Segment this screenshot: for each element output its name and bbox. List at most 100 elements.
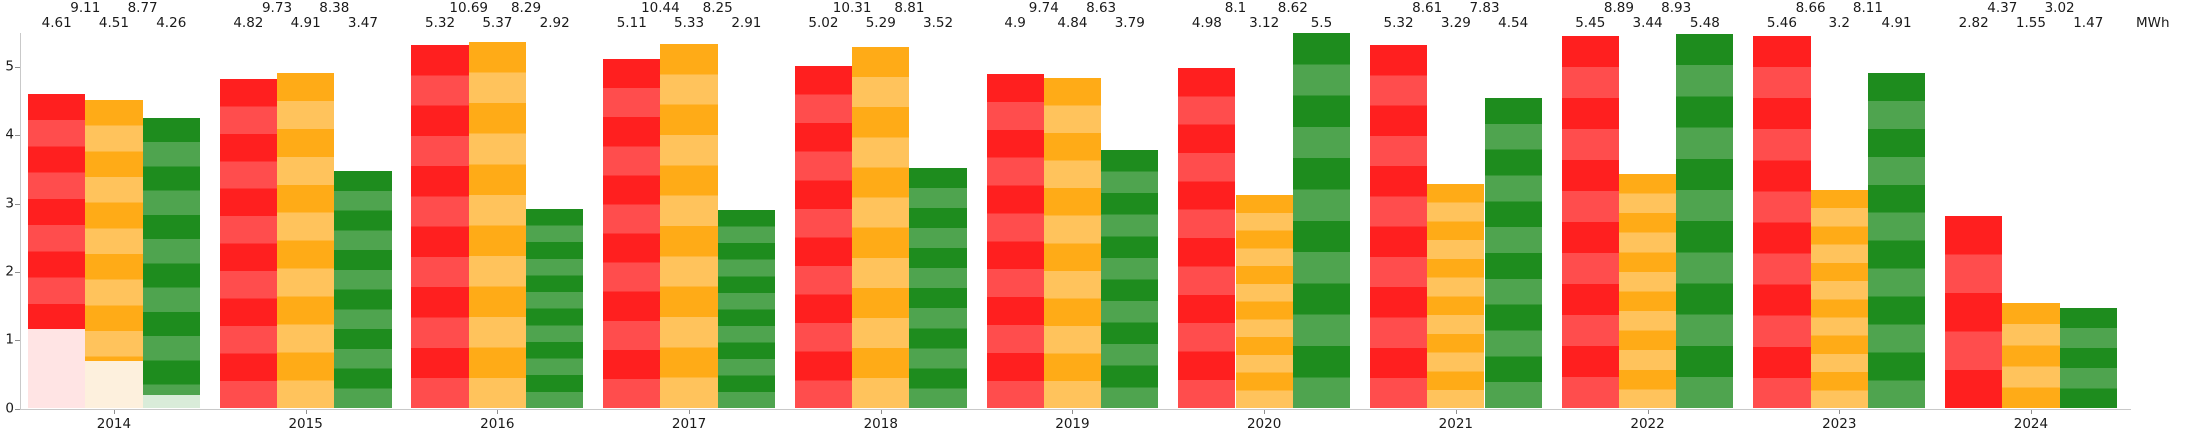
bar-green-2024 xyxy=(2059,308,2117,409)
bar-green-2021 xyxy=(1484,98,1542,409)
bar-value-label: 4.84 xyxy=(1057,15,1088,31)
x-tick-label-2022: 2022 xyxy=(1630,416,1665,432)
x-axis-line xyxy=(20,408,2131,410)
x-tick-mark xyxy=(1264,409,1266,414)
bar-red-2015 xyxy=(219,79,277,409)
pair-sum-label: 9.73 xyxy=(261,0,293,16)
bar-red-2017 xyxy=(603,59,661,409)
x-tick-mark xyxy=(689,409,691,414)
bar-value-label: 5.29 xyxy=(865,15,896,31)
bar-value-label: 3.29 xyxy=(1440,15,1471,31)
pair-sum-label: 8.93 xyxy=(1661,0,1692,16)
pair-sum-label: 4.37 xyxy=(1987,0,2018,16)
bar-red-2020 xyxy=(1178,68,1236,409)
bar-value-label: 5.11 xyxy=(616,15,647,31)
bar-value-label: 3.47 xyxy=(347,15,378,31)
pair-sum-label: 8.81 xyxy=(894,0,925,16)
bar-value-label: 2.92 xyxy=(539,15,570,31)
x-tick-label-2018: 2018 xyxy=(863,416,898,432)
x-tick-mark xyxy=(113,409,115,414)
bar-orange-2020 xyxy=(1235,195,1293,409)
pair-sum-label: 8.11 xyxy=(1852,0,1883,16)
pair-sum-label: 8.77 xyxy=(127,0,158,16)
pair-sum-label: 8.62 xyxy=(1277,0,1308,16)
bar-value-label: 1.55 xyxy=(2015,15,2046,31)
bar-value-label: 4.91 xyxy=(1881,15,1912,31)
y-tick-label: 2 xyxy=(5,263,14,280)
bar-orange-2021 xyxy=(1427,183,1485,409)
x-tick-label-2021: 2021 xyxy=(1438,416,1474,432)
x-tick-mark xyxy=(1839,409,1841,414)
pair-sum-label: 7.83 xyxy=(1469,0,1500,16)
x-tick-label-2019: 2019 xyxy=(1055,416,1090,432)
pair-sum-label: 8.25 xyxy=(702,0,733,16)
bar-red-2014 xyxy=(28,93,86,409)
bar-value-label: 4.98 xyxy=(1191,15,1222,31)
pair-sum-label: 9.74 xyxy=(1028,0,1059,16)
x-tick-mark xyxy=(880,409,882,414)
bar-value-label: 5.33 xyxy=(674,15,705,31)
pair-sum-label: 8.66 xyxy=(1795,0,1826,16)
y-tick-label: 5 xyxy=(5,58,14,75)
bar-value-label: 4.91 xyxy=(290,15,321,31)
bar-value-label: 3.2 xyxy=(1828,15,1850,31)
bar-value-label: 4.26 xyxy=(156,15,187,31)
x-tick-mark xyxy=(1072,409,1074,414)
bar-value-label: 4.51 xyxy=(98,15,129,31)
bar-red-2023 xyxy=(1753,35,1811,409)
pair-sum-label: 10.31 xyxy=(832,0,872,16)
y-axis-line xyxy=(20,33,21,410)
pair-sum-label: 10.69 xyxy=(449,0,489,16)
bar-red-2024 xyxy=(1945,215,2003,409)
bar-value-label: 4.54 xyxy=(1498,15,1529,31)
x-tick-mark xyxy=(2030,409,2032,414)
bar-orange-2016 xyxy=(468,41,526,409)
y-tick-label: 1 xyxy=(5,331,14,348)
bar-orange-2017 xyxy=(660,44,718,409)
x-tick-mark xyxy=(305,409,307,414)
bar-value-label: 1.47 xyxy=(2073,15,2104,31)
pair-sum-label: 8.1 xyxy=(1224,0,1247,16)
bar-value-label: 2.91 xyxy=(731,15,762,31)
bar-value-label: 5.46 xyxy=(1766,15,1797,31)
pair-sum-label: 8.29 xyxy=(510,0,542,16)
y-tick-mark xyxy=(15,340,20,342)
bar-value-label: 4.61 xyxy=(41,15,72,31)
x-tick-label-2016: 2016 xyxy=(480,416,515,432)
bar-orange-2024 xyxy=(2002,302,2060,409)
pair-sum-label: 9.11 xyxy=(70,0,101,16)
x-tick-mark xyxy=(1647,409,1649,414)
pale-bottom-segment xyxy=(142,394,200,409)
y-tick-label: 4 xyxy=(5,126,14,143)
bar-green-2016 xyxy=(526,209,584,409)
bar-value-label: 3.44 xyxy=(1632,15,1663,31)
pair-sum-label: 8.63 xyxy=(1086,0,1117,16)
bar-red-2018 xyxy=(794,65,853,409)
x-tick-label-2020: 2020 xyxy=(1246,416,1282,432)
pale-bottom-segment xyxy=(85,360,143,409)
bar-value-label: 3.52 xyxy=(923,15,954,31)
bar-value-label: 4.82 xyxy=(233,15,264,31)
y-tick-mark xyxy=(15,203,20,205)
y-tick-mark xyxy=(15,408,20,410)
x-tick-label-2017: 2017 xyxy=(671,416,707,432)
x-tick-mark xyxy=(1455,409,1457,414)
y-tick-mark xyxy=(15,135,20,137)
bar-value-label: 5.32 xyxy=(1383,15,1414,31)
bar-red-2022 xyxy=(1561,36,1619,409)
x-tick-label-2024: 2024 xyxy=(2013,416,2049,432)
x-tick-mark xyxy=(497,409,499,414)
bar-value-label: 5.02 xyxy=(808,15,839,31)
x-tick-label-2023: 2023 xyxy=(1822,416,1857,432)
pale-bottom-segment xyxy=(28,328,86,409)
bar-red-2016 xyxy=(411,45,469,409)
bar-green-2023 xyxy=(1867,73,1926,409)
bar-green-2020 xyxy=(1292,32,1351,409)
bar-red-2019 xyxy=(986,73,1044,409)
bar-orange-2014 xyxy=(85,100,143,409)
y-tick-label: 0 xyxy=(5,400,14,416)
pair-sum-label: 10.44 xyxy=(641,0,680,16)
x-tick-label-2015: 2015 xyxy=(288,416,323,432)
bar-green-2015 xyxy=(334,171,392,409)
bar-value-label: 3.12 xyxy=(1249,15,1280,31)
